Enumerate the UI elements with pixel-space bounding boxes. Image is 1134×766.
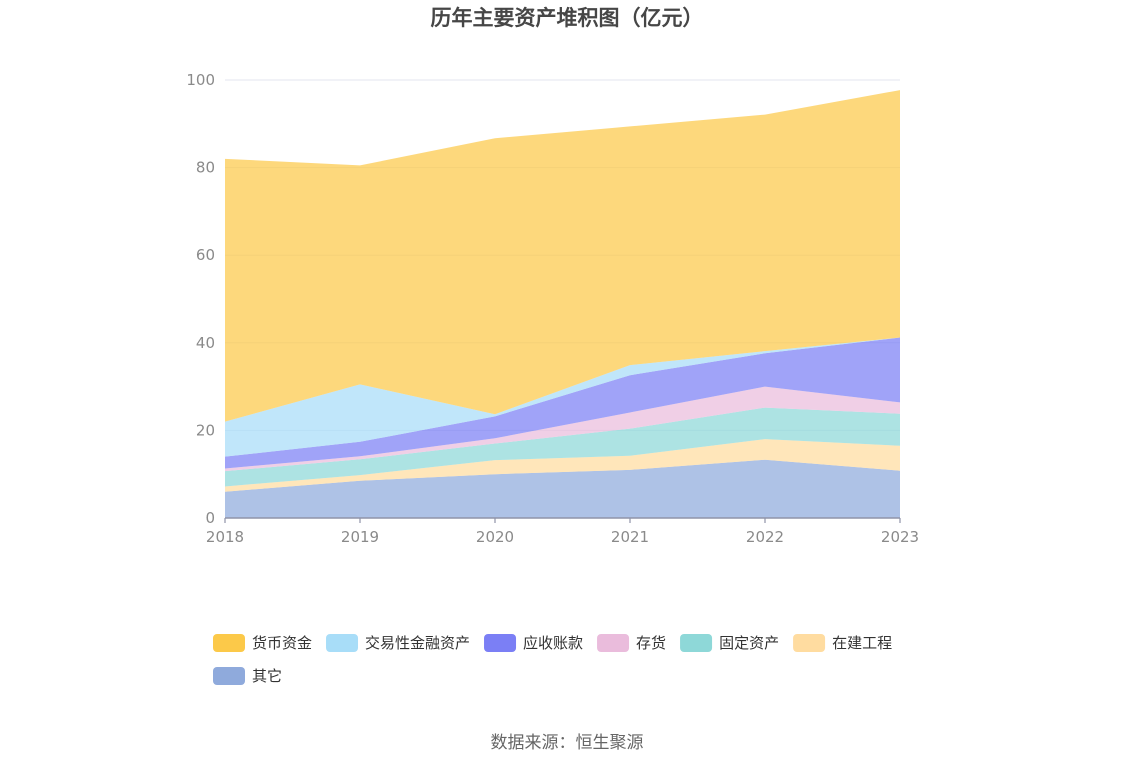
legend-item[interactable]: 货币资金	[213, 634, 312, 652]
area-series-5	[225, 337, 900, 457]
legend-swatch	[793, 634, 826, 652]
legend-item[interactable]: 固定资产	[680, 634, 779, 652]
legend-item[interactable]: 应收账款	[484, 634, 583, 652]
area-series-2	[225, 407, 900, 487]
area-series	[225, 90, 900, 518]
legend-label: 货币资金	[252, 634, 312, 652]
area-series-4	[225, 337, 900, 469]
chart-title: 历年主要资产堆积图（亿元）	[431, 6, 704, 30]
area-series-0	[225, 459, 900, 518]
legend-label: 存货	[636, 634, 666, 652]
legend-swatch	[680, 634, 713, 652]
x-tick-label-2019: 2019	[341, 528, 379, 546]
legend-label: 应收账款	[523, 634, 583, 652]
legend-label: 交易性金融资产	[365, 634, 470, 652]
legend-label: 其它	[252, 667, 282, 685]
y-tick-label-60: 60	[196, 246, 215, 264]
axes: 2018 2019 2020 2021 2022 2023 0 20 40 60 80 100	[186, 71, 919, 546]
x-tick-label-2020: 2020	[476, 528, 514, 546]
area-series-3	[225, 386, 900, 472]
y-tick-label-40: 40	[196, 334, 215, 352]
x-tick-label-2023: 2023	[881, 528, 919, 546]
y-tick-label-80: 80	[196, 159, 215, 177]
y-tick-label-20: 20	[196, 421, 215, 439]
legend-item[interactable]: 在建工程	[793, 634, 892, 652]
legend-label: 在建工程	[832, 634, 892, 652]
y-tick-label-0: 0	[205, 509, 215, 527]
legend-item[interactable]: 交易性金融资产	[326, 634, 470, 652]
x-tick-label-2018: 2018	[206, 528, 244, 546]
x-tick-label-2022: 2022	[746, 528, 784, 546]
legend-swatch	[213, 667, 245, 685]
legend-label: 固定资产	[719, 634, 779, 652]
x-tick-label-2021: 2021	[611, 528, 649, 546]
legend-item[interactable]: 其它	[213, 667, 282, 685]
y-tick-label-100: 100	[186, 71, 215, 89]
data-source: 数据来源：恒生聚源	[491, 733, 644, 753]
legend-swatch	[484, 634, 517, 652]
area-series-1	[225, 439, 900, 492]
legend-swatch	[597, 634, 630, 652]
area-series-6	[225, 90, 900, 422]
legend-swatch	[213, 634, 245, 652]
legend-item[interactable]: 存货	[597, 634, 666, 652]
legend-swatch	[326, 634, 359, 652]
